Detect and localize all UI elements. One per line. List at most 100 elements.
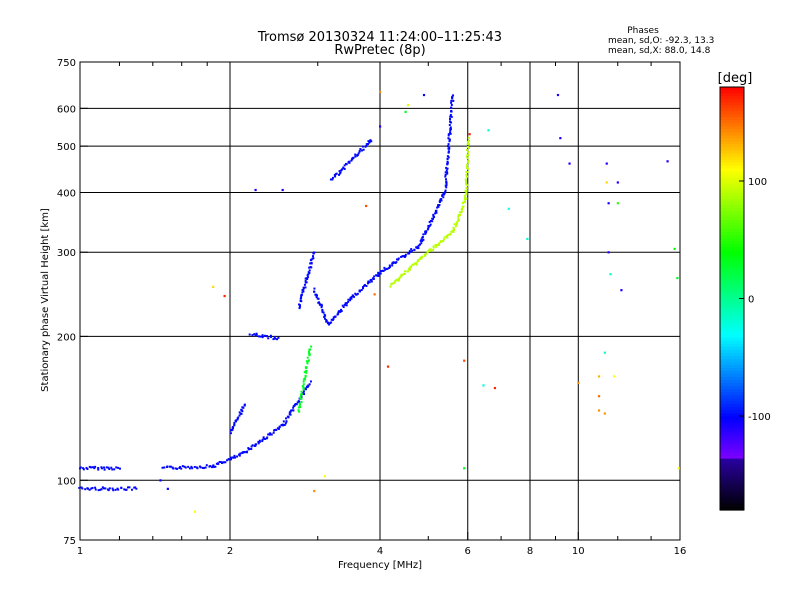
colorbar-segment [720,449,744,454]
echo-point [436,206,439,209]
echo-point [427,249,430,252]
colorbar-segment [720,398,744,402]
colorbar-segment [720,222,744,227]
echo-point [432,217,435,220]
echo-point [358,290,361,293]
echo-point [302,380,305,383]
echo-point [455,221,458,224]
echo-point [299,397,302,400]
echo-point [240,408,243,411]
echo-point [465,187,468,190]
echo-point [443,192,446,195]
echo-point [78,486,81,489]
echo-point [188,467,191,470]
echo-point [466,140,469,143]
echo-point [238,453,241,456]
scatter-point [677,467,680,470]
echo-point [261,334,264,337]
colorbar-segment [720,364,744,369]
echo-point [421,236,424,239]
colorbar-segment [720,162,744,167]
stats-x-line: mean, sd,X: 88.0, 14.8 [608,46,711,56]
echo-point [304,387,307,390]
echo-point [365,145,368,148]
echo-point [429,223,432,226]
colorbar-segment [720,395,744,399]
colorbar-segment [720,437,744,442]
scatter-point [159,479,162,482]
echo-point [450,103,453,106]
echo-point [263,334,266,337]
echo-point [176,467,179,470]
colorbar-segment [720,458,744,463]
colorbar-segment [720,283,744,288]
echo-point [370,278,373,281]
colorbar-segment [720,443,744,448]
echo-point [446,163,449,166]
echo-point [128,486,131,489]
echo-point [397,279,400,282]
echo-point [466,171,469,174]
echo-point [258,439,261,442]
scatter-point [365,204,368,208]
echo-point [235,419,238,422]
echo-point [82,468,85,471]
scatter-point [597,375,601,378]
echo-point [319,303,322,306]
echo-point [301,385,304,388]
colorbar-segment [720,183,744,188]
echo-point [217,462,220,465]
echo-point [278,426,281,429]
echo-point [104,487,107,490]
echo-point [212,465,215,468]
echo-point [318,302,321,305]
echo-point [282,424,285,427]
colorbar-segment [720,416,744,420]
echo-point [331,319,334,322]
echo-point [388,264,391,267]
echo-point [113,468,116,471]
echo-point [401,255,404,258]
echo-point [436,243,439,246]
scatter-point [323,475,327,478]
echo-point [262,436,265,439]
colorbar-segment [720,428,744,433]
colorbar-segment [720,96,744,100]
scatter-point [281,188,284,192]
echo-point [460,210,463,213]
echo-point [396,278,399,281]
echo-point [440,199,443,202]
echo-point [232,456,235,459]
colorbar-segment [720,473,744,478]
x-tick-label: 1 [77,546,83,557]
echo-point [223,461,226,464]
echo-point [409,250,412,253]
echo-point [305,277,308,280]
colorbar-segment [720,235,744,239]
echo-point [360,149,363,152]
echo-point [310,345,313,348]
echo-point [367,280,370,283]
scatter-point [482,384,485,387]
echo-point [94,465,97,468]
colorbar-segment [720,210,744,215]
echo-point [449,131,452,134]
echo-point [161,466,164,469]
echo-point [309,348,312,351]
echo-point [325,318,328,321]
echo-point [298,307,301,310]
echo-point [367,143,370,146]
scatter-point [493,386,497,390]
echo-point [383,266,386,269]
colorbar-segment [720,219,744,224]
echo-point [412,263,415,266]
echo-point [362,148,365,151]
echo-point [342,306,345,309]
echo-point [365,284,368,287]
echo-point [320,304,323,307]
echo-point [368,140,371,143]
echo-point [305,360,308,363]
echo-point [90,487,93,490]
echo-point [445,234,448,237]
y-tick-label: 500 [57,142,76,153]
